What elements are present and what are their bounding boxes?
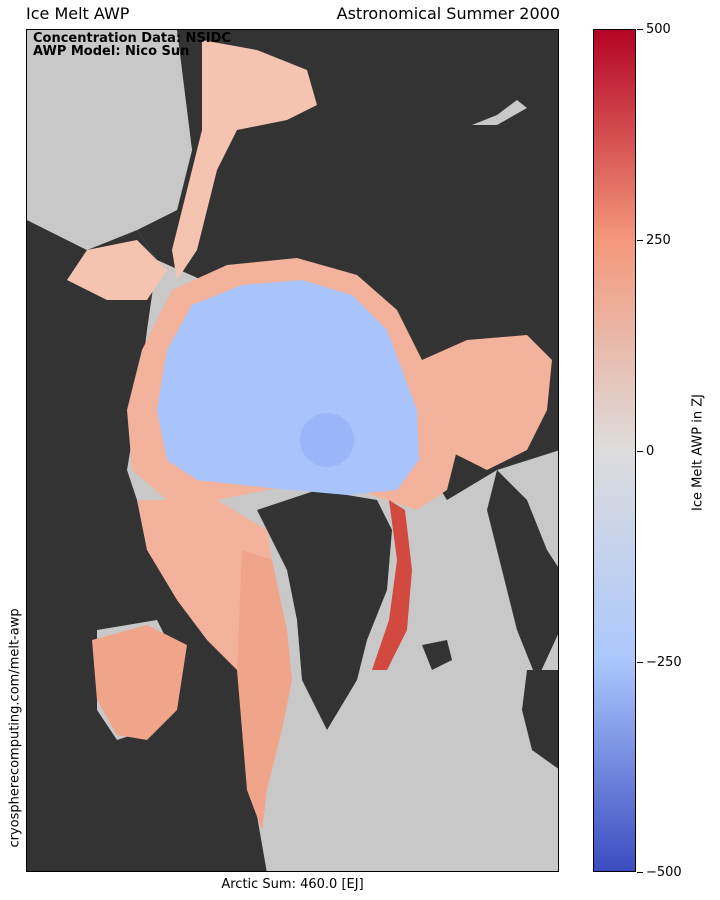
colorbar-tick-label: 250 xyxy=(646,233,671,248)
arctic-sum-label: Arctic Sum: 460.0 [EJ] xyxy=(221,877,364,892)
annotation-model: AWP Model: Nico Sun xyxy=(33,44,190,59)
ice-bering xyxy=(172,40,317,280)
season-title: Astronomical Summer 2000 xyxy=(336,4,560,23)
colorbar-tick-label: 500 xyxy=(646,22,671,37)
ice-siberian-coast xyxy=(67,240,167,300)
ice-east-greenland xyxy=(372,500,412,670)
colorbar-tick-label: 0 xyxy=(646,444,655,459)
source-url: cryospherecomputing.com/melt-awp xyxy=(7,608,23,848)
arctic-map: Concentration Data: NSIDC AWP Model: Nic… xyxy=(26,29,559,872)
map-graphic xyxy=(27,30,558,871)
colorbar-label: Ice Melt AWP in ZJ xyxy=(690,394,706,511)
land-scandinavia xyxy=(487,470,558,680)
colorbar-tick xyxy=(637,662,643,663)
colorbar-tick xyxy=(637,872,643,873)
map-title: Ice Melt AWP xyxy=(26,4,130,23)
ocean-pacific xyxy=(27,30,192,250)
colorbar-tick-label: −500 xyxy=(646,865,682,880)
colorbar xyxy=(593,29,636,872)
pole-hole xyxy=(300,413,354,467)
colorbar-tick xyxy=(637,29,643,30)
ocean-europe xyxy=(242,450,558,871)
land-iceland xyxy=(422,640,452,670)
colorbar-tick xyxy=(637,451,643,452)
ice-baffin xyxy=(237,550,292,830)
colorbar-tick xyxy=(637,240,643,241)
land-greenland xyxy=(257,490,392,730)
ice-barents xyxy=(422,335,552,470)
ice-hudson xyxy=(92,625,187,740)
island-top xyxy=(472,100,527,125)
colorbar-tick-label: −250 xyxy=(646,655,682,670)
annotation-concentration: Concentration Data: NSIDC xyxy=(33,31,231,46)
land-europe xyxy=(522,670,558,769)
